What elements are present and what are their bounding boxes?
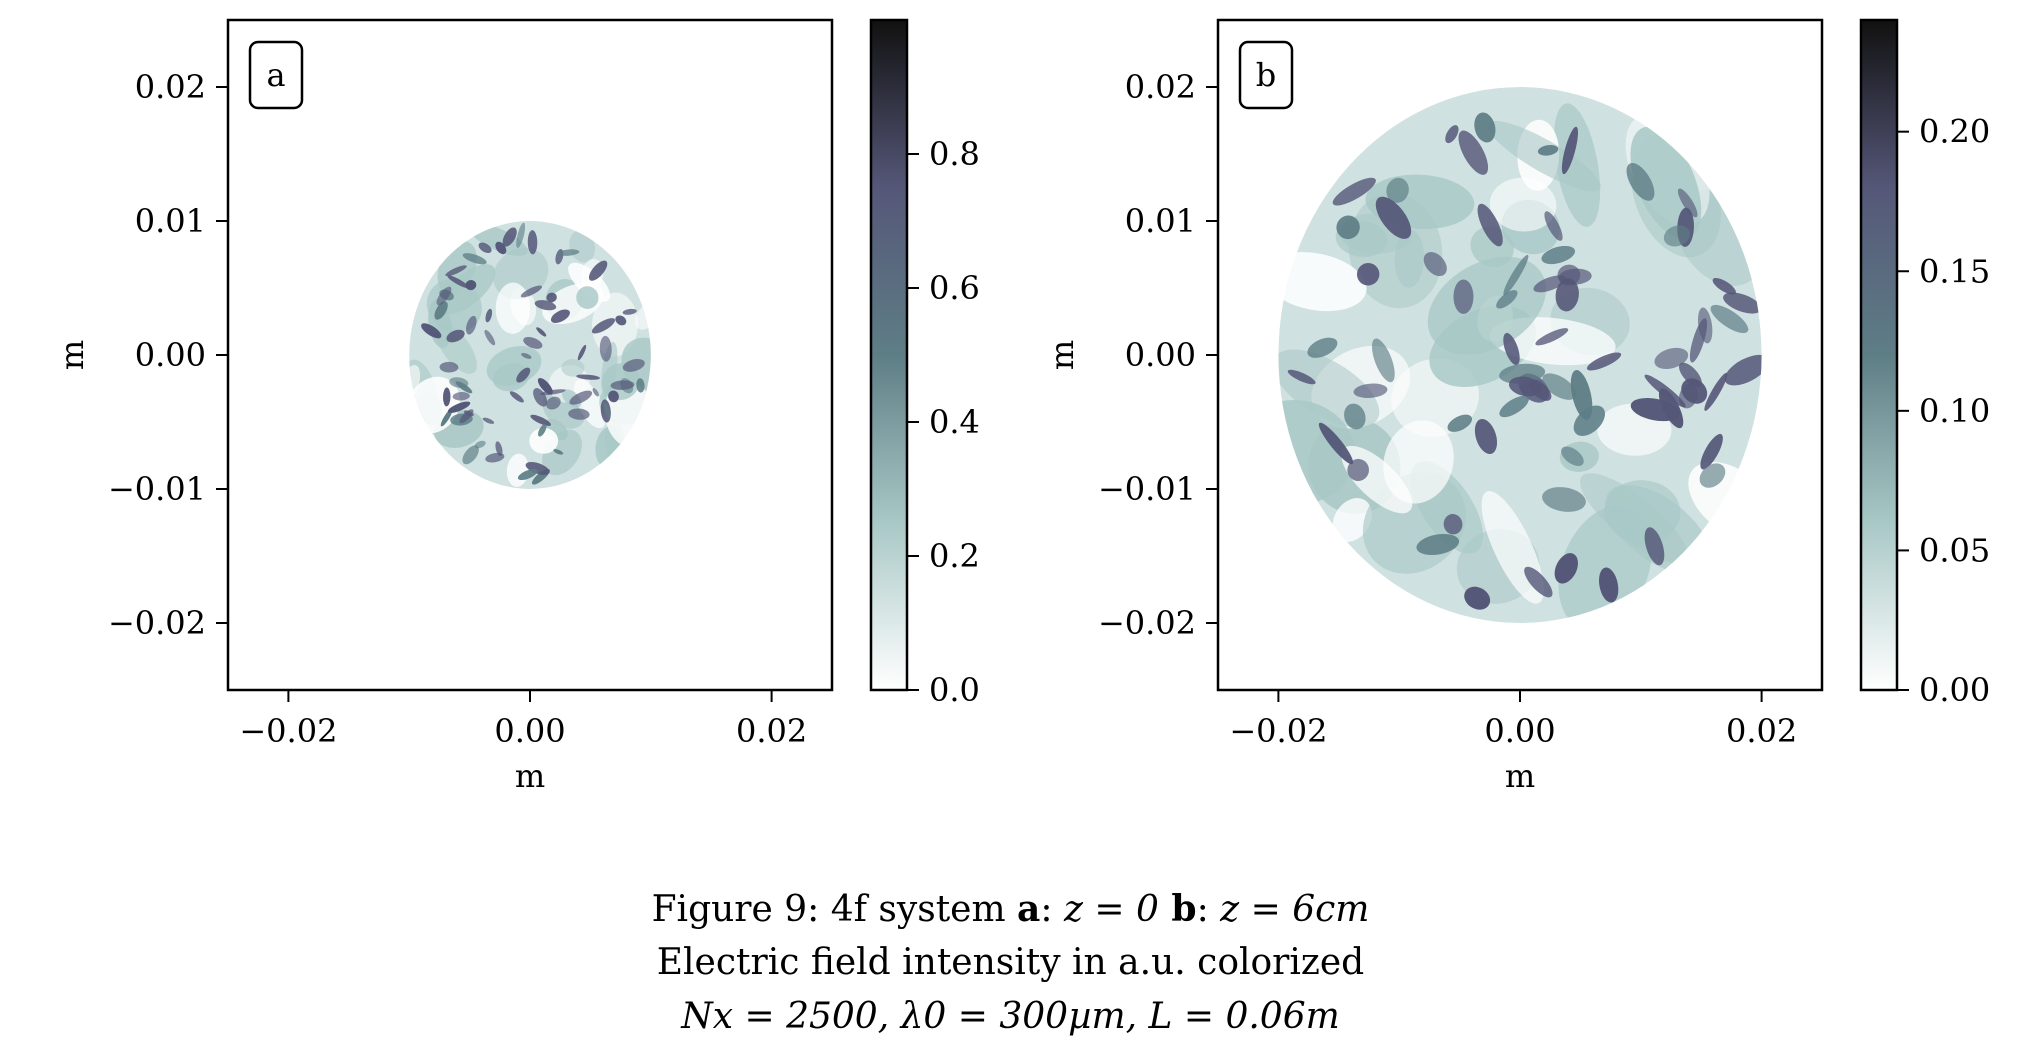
panel-a: a −0.02 0.00 0.02 0.02 0.01 0.00 −0.01 −0.02 m m 0.…: [53, 18, 980, 795]
colorbar-tick-label: 0.05: [1919, 531, 1990, 569]
x-tick-label: 0.00: [494, 712, 565, 750]
colorbar: [871, 20, 907, 690]
colorbar-tick-label: 0.0: [929, 671, 980, 709]
panel-label: b: [1256, 56, 1276, 94]
y-tick-label: 0.02: [1125, 68, 1196, 106]
y-tick-label: −0.02: [108, 604, 206, 642]
y-tick-label: 0.01: [1125, 202, 1196, 240]
x-tick-label: −0.02: [239, 712, 337, 750]
y-tick-label: −0.01: [108, 470, 206, 508]
colorbar-tick-label: 0.6: [929, 269, 980, 307]
panel-label: a: [266, 56, 285, 94]
y-tick-label: 0.01: [135, 202, 206, 240]
colorbar-tick-label: 0.4: [929, 403, 980, 441]
caption-a-sep: :: [1040, 889, 1064, 930]
panel-label-box: [248, 40, 304, 110]
caption-line-2: Electric field intensity in a.u. coloriz…: [656, 942, 1365, 983]
x-tick-label: 0.02: [736, 712, 807, 750]
y-axis-label: m: [53, 340, 91, 370]
field-intensity-image: [1278, 87, 1762, 623]
caption-b-value: z = 6cm: [1220, 889, 1370, 930]
caption-a-value: z = 0: [1063, 889, 1159, 930]
caption-line-1: Figure 9: 4f system a: z = 0 b: z = 6cm: [0, 888, 2021, 930]
colorbar-tick-label: 0.10: [1919, 392, 1990, 430]
y-tick-label: −0.02: [1098, 604, 1196, 642]
x-tick-label: −0.02: [1229, 712, 1327, 750]
colorbar-tick-label: 0.8: [929, 135, 980, 173]
caption-a-label: a: [1017, 888, 1041, 930]
caption-b-sep: :: [1196, 889, 1221, 930]
colorbar-frame: [1859, 18, 1899, 692]
panel-b: b −0.02 0.00 0.02 0.02 0.01 0.00 −0.01 −0.02 m m 0.…: [1043, 18, 1990, 795]
x-axis-label: m: [1505, 757, 1535, 795]
colorbar-tick-label: 0.00: [1919, 671, 1990, 709]
y-tick-label: 0.00: [1125, 336, 1196, 374]
panel-label-box: [1238, 40, 1294, 110]
caption-prefix: Figure 9: 4f system: [651, 889, 1018, 930]
caption-b-label: b: [1158, 888, 1197, 930]
y-tick-label: 0.02: [135, 68, 206, 106]
x-tick-label: 0.02: [1726, 712, 1797, 750]
colorbar-tick-label: 0.2: [929, 537, 980, 575]
field-intensity-image: [409, 221, 651, 489]
colorbar-tick-label: 0.15: [1919, 252, 1990, 290]
y-axis-label: m: [1043, 340, 1081, 370]
colorbar-tick-label: 0.20: [1919, 113, 1990, 151]
caption-line-3: Nx = 2500, λ0 = 300µm, L = 0.06m: [681, 996, 1340, 1037]
colorbar: [1861, 20, 1897, 690]
figure: a −0.02 0.00 0.02 0.02 0.01 0.00 −0.01 −0.02 m m 0.…: [53, 18, 1990, 795]
colorbar-frame: [869, 18, 909, 692]
x-tick-label: 0.00: [1484, 712, 1555, 750]
x-axis-label: m: [515, 757, 545, 795]
y-tick-label: 0.00: [135, 336, 206, 374]
y-tick-label: −0.01: [1098, 470, 1196, 508]
